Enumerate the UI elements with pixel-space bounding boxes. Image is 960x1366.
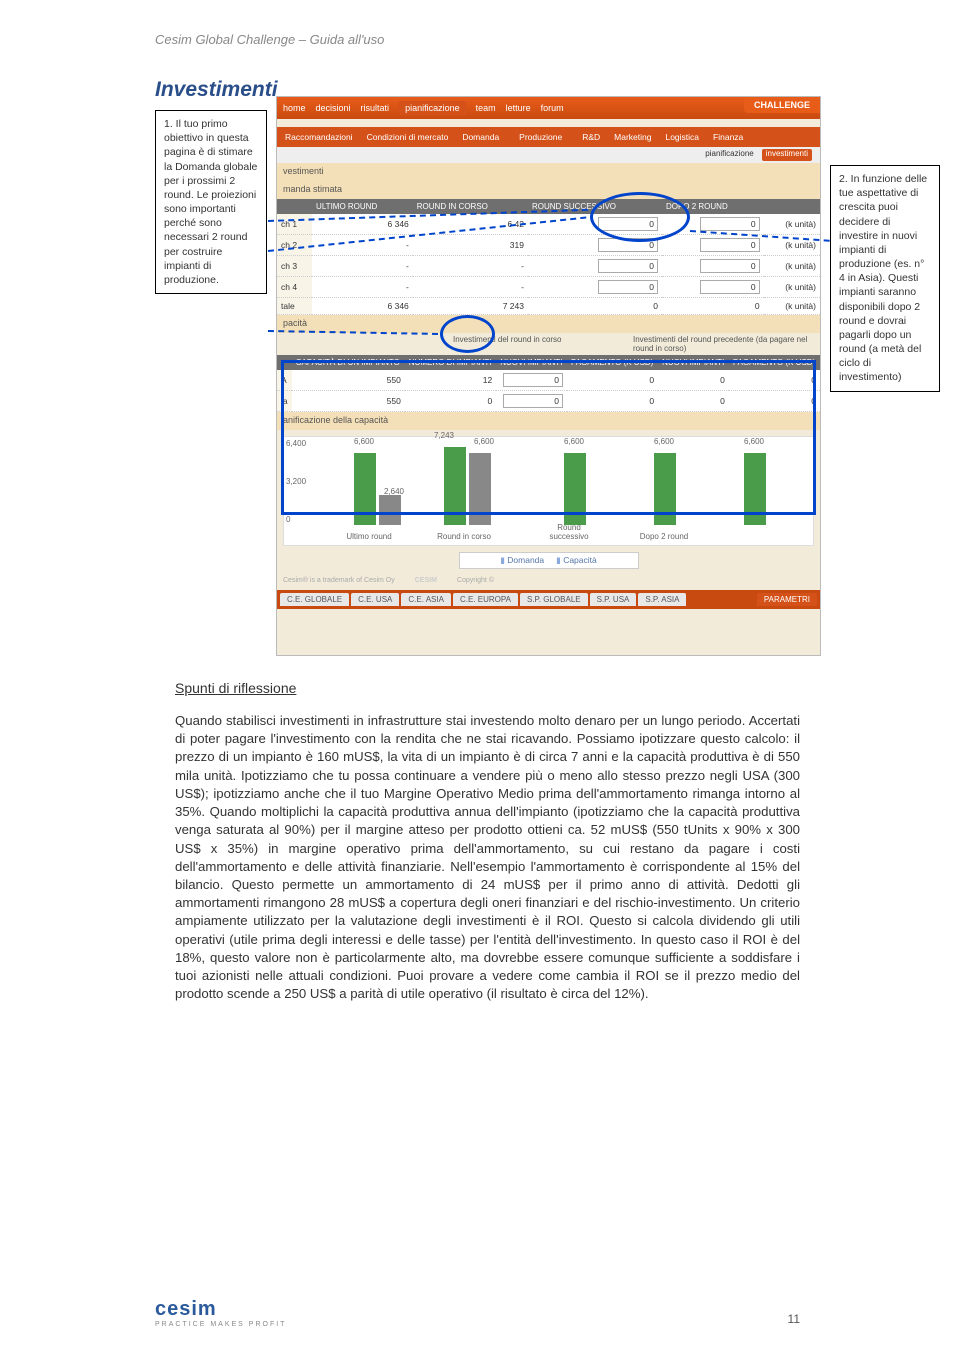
cell: (k unità): [764, 256, 820, 277]
subnav-item[interactable]: Domanda: [462, 132, 499, 142]
ftab[interactable]: S.P. GLOBALE: [520, 593, 588, 606]
challenge-badge: CHALLENGE: [744, 97, 820, 113]
body-paragraph: Quando stabilisci investimenti in infras…: [175, 712, 800, 1004]
trademark: Cesim® is a trademark of Cesim Oy: [283, 577, 395, 584]
subnav-item[interactable]: Condizioni di mercato: [367, 132, 449, 142]
cell: ch 4: [277, 277, 312, 298]
copyright: Copyright ©: [457, 577, 494, 584]
cell: ch 1: [277, 214, 312, 235]
ftab[interactable]: C.E. EUROPA: [453, 593, 518, 606]
legend-item: Capacità: [556, 555, 597, 566]
x-label: Ultimo round: [339, 532, 399, 541]
nav-item[interactable]: risultati: [361, 103, 390, 113]
right-nav-item[interactable]: investimenti: [762, 149, 812, 161]
cell: -: [413, 277, 528, 298]
subnav-item[interactable]: Finanza: [713, 132, 743, 142]
footer-tabs: C.E. GLOBALE C.E. USA C.E. ASIA C.E. EUR…: [277, 590, 820, 609]
th: ULTIMO ROUND: [312, 199, 413, 214]
nav-item[interactable]: home: [283, 103, 306, 113]
subnav-item[interactable]: R&D: [582, 132, 600, 142]
chart-legend: Domanda Capacità: [459, 552, 639, 569]
right-nav-item[interactable]: pianificazione: [705, 149, 753, 161]
input[interactable]: 0: [700, 259, 760, 273]
nav-item[interactable]: pianificazione: [399, 101, 466, 115]
cell: (k unità): [764, 214, 820, 235]
page-title: Investimenti: [155, 78, 278, 102]
th: [277, 199, 312, 214]
ftab[interactable]: C.E. USA: [351, 593, 399, 606]
subnav-item[interactable]: Logistica: [665, 132, 699, 142]
nav-item[interactable]: letture: [506, 103, 531, 113]
logo-subtitle: PRACTICE MAKES PROFIT: [155, 1321, 286, 1328]
input[interactable]: 0: [598, 259, 658, 273]
nav-item[interactable]: forum: [541, 103, 564, 113]
ftab[interactable]: PARAMETRI: [757, 593, 817, 606]
page-number: 11: [788, 1312, 800, 1326]
callout-2: 2. In funzione delle tue aspettative di …: [830, 165, 940, 392]
annotation-rect: [281, 360, 816, 515]
legend-item: Domanda: [500, 555, 544, 566]
cell: tale: [277, 298, 312, 315]
doc-header: Cesim Global Challenge – Guida all'uso: [155, 32, 384, 47]
inv-col-label: Investimenti del round precedente (da pa…: [633, 335, 814, 353]
callout-1: 1. Il tuo primo obiettivo in questa pagi…: [155, 110, 267, 294]
cesim-logo: cesim PRACTICE MAKES PROFIT: [155, 1298, 286, 1328]
subnav-item[interactable]: Produzione: [513, 130, 568, 144]
nav-item[interactable]: team: [476, 103, 496, 113]
cell: 6 346: [312, 298, 413, 315]
section-capacita: pacità: [277, 315, 820, 333]
x-label: Round in corso: [434, 532, 494, 541]
subnav-item[interactable]: Raccomandazioni: [285, 132, 353, 142]
reflection-heading: Spunti di riflessione: [175, 680, 296, 696]
subnav-item[interactable]: Marketing: [614, 132, 651, 142]
ftab[interactable]: S.P. ASIA: [638, 593, 686, 606]
input[interactable]: 0: [598, 280, 658, 294]
cell: 0: [662, 298, 764, 315]
cell: 319: [413, 235, 528, 256]
x-label: Dopo 2 round: [634, 532, 694, 541]
cell: ch 3: [277, 256, 312, 277]
cell: -: [312, 256, 413, 277]
logo-text: cesim: [155, 1298, 217, 1320]
ftab[interactable]: C.E. ASIA: [401, 593, 451, 606]
cell: 0: [528, 298, 662, 315]
cell: 7 243: [413, 298, 528, 315]
th: [764, 199, 820, 214]
annotation-circle-1: [590, 192, 690, 242]
annotation-circle-2: [440, 315, 495, 353]
nav-item[interactable]: decisioni: [316, 103, 351, 113]
cell: (k unità): [764, 277, 820, 298]
input[interactable]: 0: [700, 238, 760, 252]
ftab[interactable]: C.E. GLOBALE: [280, 593, 349, 606]
top-nav: home decisioni risultati pianificazione …: [277, 97, 820, 119]
x-label: Round successivo: [539, 523, 599, 541]
section-domanda: manda stimata: [277, 181, 820, 199]
cell: -: [413, 256, 528, 277]
cell: (k unità): [764, 298, 820, 315]
sub-nav: Raccomandazioni Condizioni di mercato Do…: [277, 127, 820, 147]
y-label: 0: [286, 515, 290, 524]
input[interactable]: 0: [700, 280, 760, 294]
input[interactable]: 0: [700, 217, 760, 231]
cell: -: [312, 277, 413, 298]
section-investimenti: vestimenti: [277, 163, 820, 181]
ftab[interactable]: S.P. USA: [590, 593, 637, 606]
